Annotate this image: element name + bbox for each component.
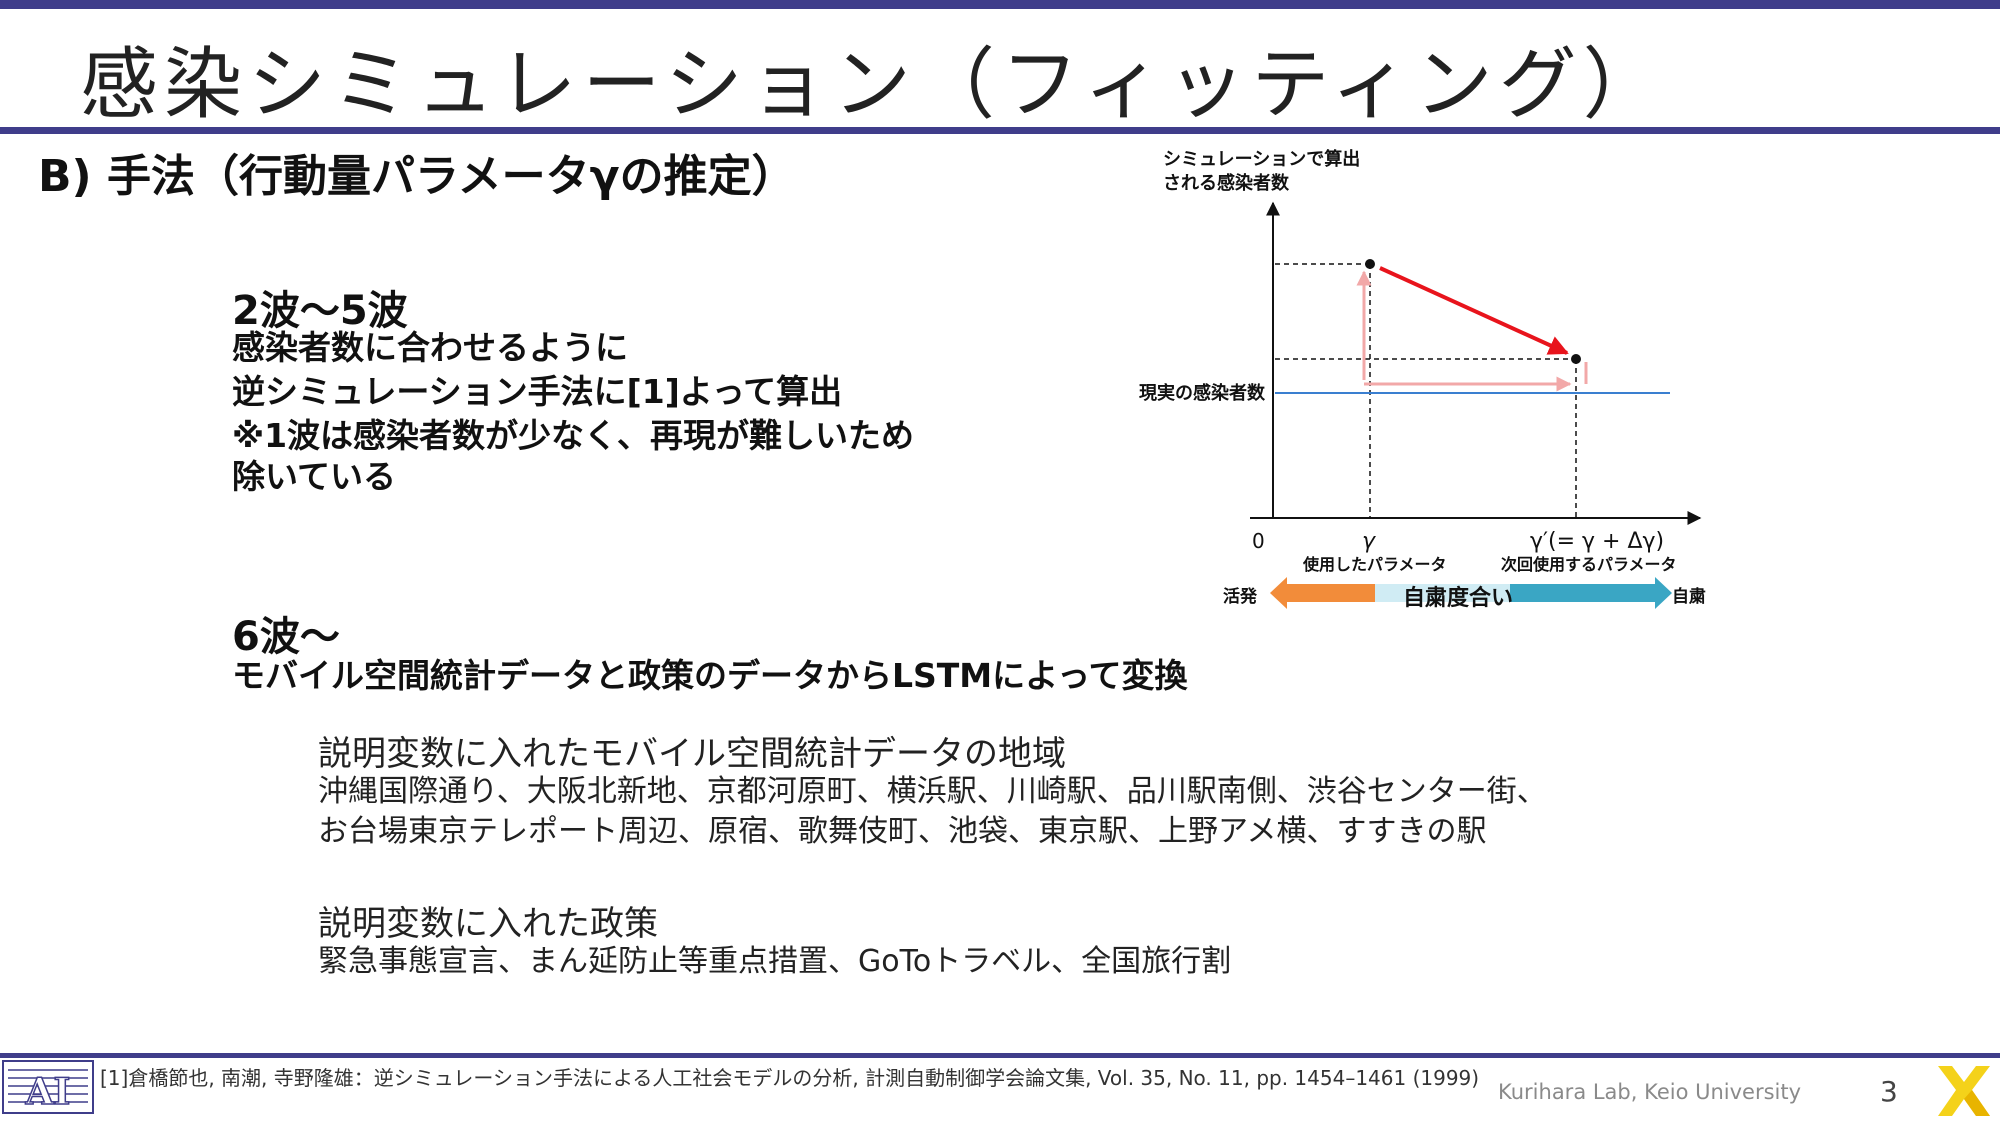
wave-6-heading: 6波～ (232, 614, 340, 660)
restraint-degree-label: 自粛度合い (1403, 585, 1513, 611)
wave-2-5-line-3: ※1波は感染者数が少なく、再現が難しいため (232, 416, 915, 455)
active-arrow (1270, 577, 1375, 609)
page-number: 3 (1880, 1075, 1898, 1108)
restraint-arrow (1510, 577, 1672, 609)
keio-x-logo (1938, 1066, 1990, 1116)
svg-text:AI: AI (25, 1071, 71, 1113)
real-infected-label: 現実の感染者数 (1139, 382, 1266, 404)
title-underline (0, 127, 2000, 134)
point-gamma-prime (1571, 354, 1581, 364)
active-label: 活発 (1223, 586, 1258, 607)
wave-6-line: モバイル空間統計データと政策のデータからLSTMによって変換 (232, 656, 1188, 695)
wave-2-5-line-4: 除いている (232, 457, 397, 496)
footer-bar (0, 1053, 2000, 1058)
y-axis-label-line-2: される感染者数 (1163, 172, 1290, 194)
restraint-gradient-band (1315, 584, 1570, 602)
section-heading: B) 手法（行動量パラメータγの推定） (38, 151, 796, 202)
origin-label: 0 (1252, 529, 1265, 553)
trend-arrow (1379, 266, 1569, 355)
top-bar (0, 0, 2000, 9)
restraint-label: 自粛 (1672, 586, 1706, 607)
region-heading: 説明変数に入れたモバイル空間統計データの地域 (318, 734, 1066, 774)
policy-heading: 説明変数に入れた政策 (318, 904, 658, 944)
region-line-2: お台場東京テレポート周辺、原宿、歌舞伎町、池袋、東京駅、上野アメ横、すすきの駅 (318, 814, 1487, 849)
wave-2-5-line-2: 逆シミュレーション手法に[1]よって算出 (232, 372, 843, 411)
gamma-estimation-diagram: シミュレーションで算出 される感染者数 現実の感染者数 0 γ γ′(= γ +… (1139, 148, 1706, 611)
footer-reference: [1]倉橋節也, 南潮, 寺野隆雄：逆シミュレーション手法による人工社会モデルの… (100, 1066, 1480, 1090)
gamma-label: γ (1362, 529, 1376, 554)
y-axis-label-line-1: シミュレーションで算出 (1163, 148, 1360, 170)
wave-2-5-heading: 2波～5波 (232, 288, 408, 334)
next-param-label: 次回使用するパラメータ (1501, 555, 1677, 574)
ai-lab-logo: AI (2, 1060, 94, 1114)
gamma-prime-label: γ′(= γ + Δγ) (1530, 529, 1664, 554)
policy-line: 緊急事態宣言、まん延防止等重点措置、GoToトラベル、全国旅行割 (318, 944, 1232, 979)
used-param-label: 使用したパラメータ (1302, 555, 1447, 574)
region-line-1: 沖縄国際通り、大阪北新地、京都河原町、横浜駅、川崎駅、品川駅南側、渋谷センター街… (318, 774, 1547, 809)
point-gamma (1365, 259, 1375, 269)
slide-title: 感染シミュレーション（フィッティング） (80, 40, 1667, 130)
wave-2-5-line-1: 感染者数に合わせるように (232, 328, 628, 367)
footer-credit: Kurihara Lab, Keio University (1498, 1080, 1802, 1104)
